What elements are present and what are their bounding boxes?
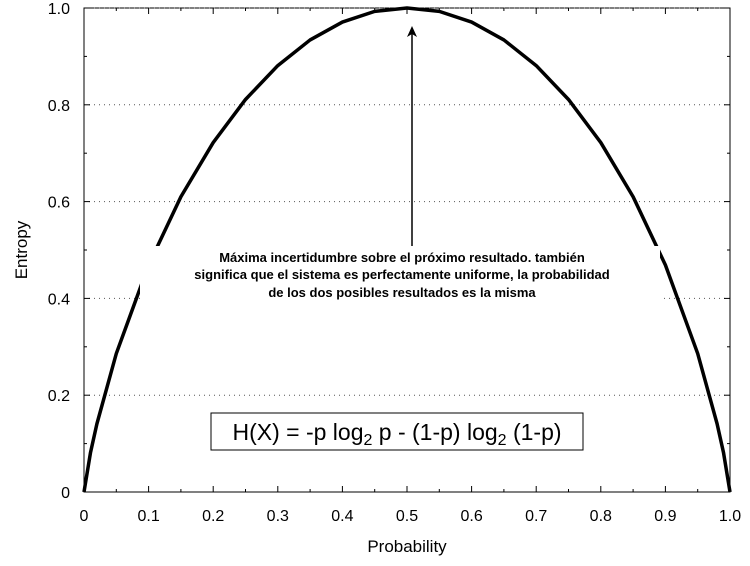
annotation-line-2: significa que el sistema es perfectament…: [194, 267, 609, 282]
x-tick-label: 0.1: [137, 508, 159, 525]
y-tick-label: 0.6: [48, 195, 70, 212]
grid-lines: [84, 7, 730, 396]
tick-labels: 0 0.2 0.4 0.6 0.8 1.0 0 0.1 0.2 0.3 0.4 0.5 0.6 0.7 0.…: [48, 1, 741, 525]
x-tick-label: 0.4: [331, 508, 353, 525]
y-axis-label: Entropy: [12, 220, 31, 279]
y-tick-label: 0.8: [48, 98, 70, 115]
x-axis-label: Probability: [367, 537, 447, 556]
annotation-line-1: Máxima incertidumbre sobre el próximo re…: [219, 250, 585, 265]
annotation-line-3: de los dos posibles resultados es la mis…: [268, 285, 536, 300]
axis-ticks: [83, 7, 731, 493]
x-tick-label: 0.7: [525, 508, 547, 525]
entropy-formula: H(X) = -p log2 p - (1-p) log2 (1-p): [232, 419, 561, 449]
annotation-text-bg: [140, 246, 660, 302]
x-tick-label: 0.9: [654, 508, 676, 525]
x-tick-label: 0.2: [202, 508, 224, 525]
x-tick-label: 0.8: [590, 508, 612, 525]
y-tick-label: 0.4: [48, 291, 70, 308]
x-tick-label: 1.0: [719, 508, 741, 525]
x-tick-label: 0: [80, 508, 89, 525]
y-tick-label: 1.0: [48, 1, 70, 18]
y-tick-label: 0: [61, 485, 70, 502]
x-tick-label: 0.6: [460, 508, 482, 525]
x-tick-label: 0.3: [267, 508, 289, 525]
annotation-arrow-head: [407, 26, 417, 37]
x-tick-label: 0.5: [396, 508, 418, 525]
y-tick-label: 0.2: [48, 388, 70, 405]
formula-box: [210, 412, 584, 451]
